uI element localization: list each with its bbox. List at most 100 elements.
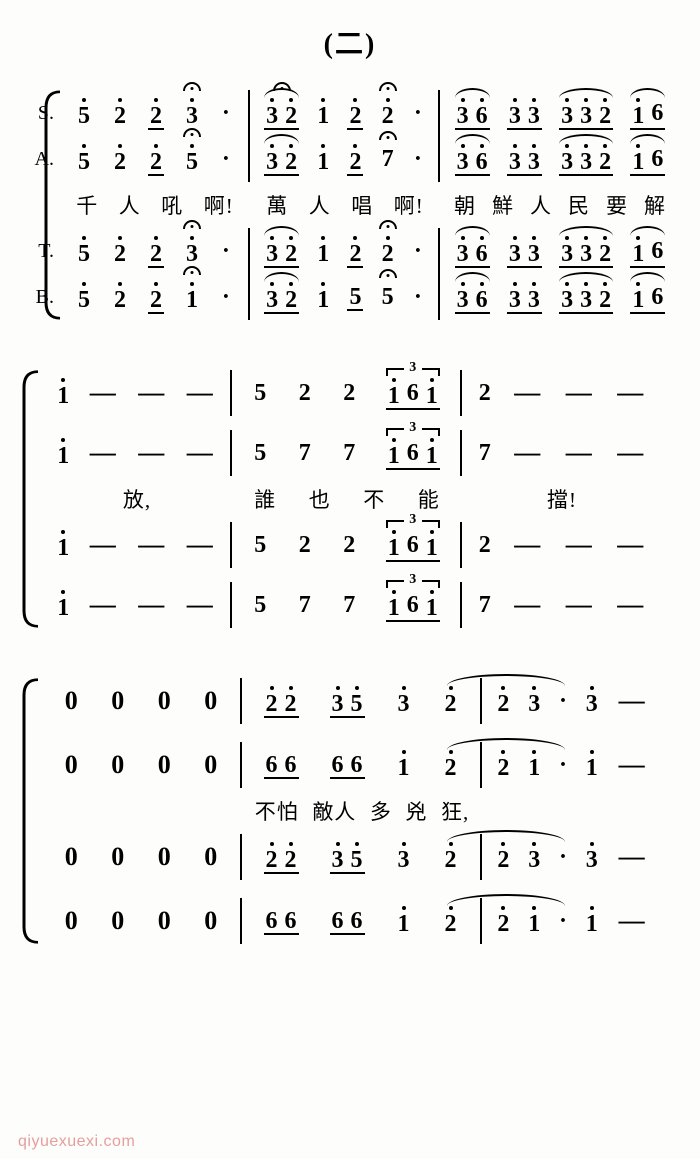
lyric-char: 誰 [254,484,276,514]
measures: 5223·32122·363333216 [60,90,680,136]
note: 3 [264,144,280,174]
note: 6 [649,147,665,171]
duration-dash: — [183,378,217,408]
lyric-char: 兇 [405,796,427,826]
note: 3 [507,282,523,312]
note: 3 [455,236,471,266]
note: 6 [474,236,490,266]
lyric-char: 解 [644,190,666,220]
duration-dash: — [615,906,649,936]
measure: 5221613 [232,370,462,416]
measure: 5771613 [232,430,462,476]
note: 1 [630,98,646,128]
note: 1 [584,906,600,936]
beam-group: 32 [264,236,299,266]
system-bracket [22,370,40,628]
note: 3 [526,842,542,872]
note: 1 [315,282,331,312]
note: 1 [526,906,542,936]
note: 6 [649,101,665,125]
beam-group: 22 [264,686,299,716]
note: 2 [283,842,299,872]
note: 0 [158,906,171,936]
note: 3 [526,144,542,174]
beam-group: 36 [455,236,490,266]
note: 6 [349,909,365,933]
note: 0 [65,906,78,936]
note: 0 [111,842,124,872]
note: 3 [455,98,471,128]
lyric-measure [482,788,662,834]
dot: · [412,100,424,127]
lyric-char: 唱 [351,190,373,220]
note: 7 [477,441,493,465]
note: 1 [315,144,331,174]
beam-group: 22 [264,842,299,872]
note: 2 [380,236,396,266]
note: 3 [526,686,542,716]
measure: 1——— [42,370,232,416]
note: 2 [477,533,493,557]
dot: · [557,908,569,935]
note: 6 [474,282,490,312]
note: 3 [559,98,575,128]
duration-dash: — [134,438,168,468]
note: 1 [55,438,71,468]
measure: 223532 [242,678,482,724]
note: 5 [252,533,268,557]
note: 2 [495,686,511,716]
note: 2 [495,842,511,872]
lyric-char: 要 [606,190,628,220]
beam-group: 5 [347,285,363,309]
note: 2 [443,686,459,716]
note: 3 [507,236,523,266]
note: 0 [111,906,124,936]
note: 2 [112,282,128,312]
note: 3 [584,686,600,716]
note: 1 [386,378,402,408]
beam-group: 66 [330,753,365,777]
note: 3 [455,282,471,312]
measures: 5225·32127·363333216 [60,136,680,182]
lyric-measure: 擋! [462,476,662,522]
beam-group: 36 [455,144,490,174]
duration-dash: — [613,590,647,620]
note: 1 [184,282,200,312]
beam-group: 66 [264,909,299,933]
note: 2 [597,236,613,266]
measure: 5225· [60,136,250,182]
lyric-row: 不怕敵人多兇狂, [20,788,680,834]
beam-group: 66 [330,909,365,933]
measure: 0 0 0 0 [42,898,242,944]
measure: 5221· [60,274,250,320]
note: 6 [330,909,346,933]
note: 0 [65,842,78,872]
duration-dash: — [562,590,596,620]
lyric-char: 放, [123,484,151,514]
note: 5 [184,144,200,174]
note: 0 [158,686,171,716]
note: 3 [264,98,280,128]
note: 3 [264,236,280,266]
dot: · [220,284,232,311]
note: 0 [204,906,217,936]
note: 2 [264,686,280,716]
duration-dash: — [86,590,120,620]
note: 7 [477,593,493,617]
note: 3 [330,686,346,716]
duration-dash: — [615,686,649,716]
voice-row: 1———57716137——— [20,582,680,628]
note: 2 [297,381,313,405]
measures: 5223·32122·363333216 [60,228,680,274]
measures: 000066661221·1— [42,742,680,788]
duration-dash: — [510,438,544,468]
note: 3 [184,98,200,128]
measure: 0000 [42,742,242,788]
measure: 1——— [42,582,232,628]
note: 5 [76,236,92,266]
beam-group: 33 [507,98,542,128]
note: 2 [283,282,299,312]
note: 5 [76,144,92,174]
lyric-char: 多 [370,796,392,826]
note: 1 [584,750,600,780]
